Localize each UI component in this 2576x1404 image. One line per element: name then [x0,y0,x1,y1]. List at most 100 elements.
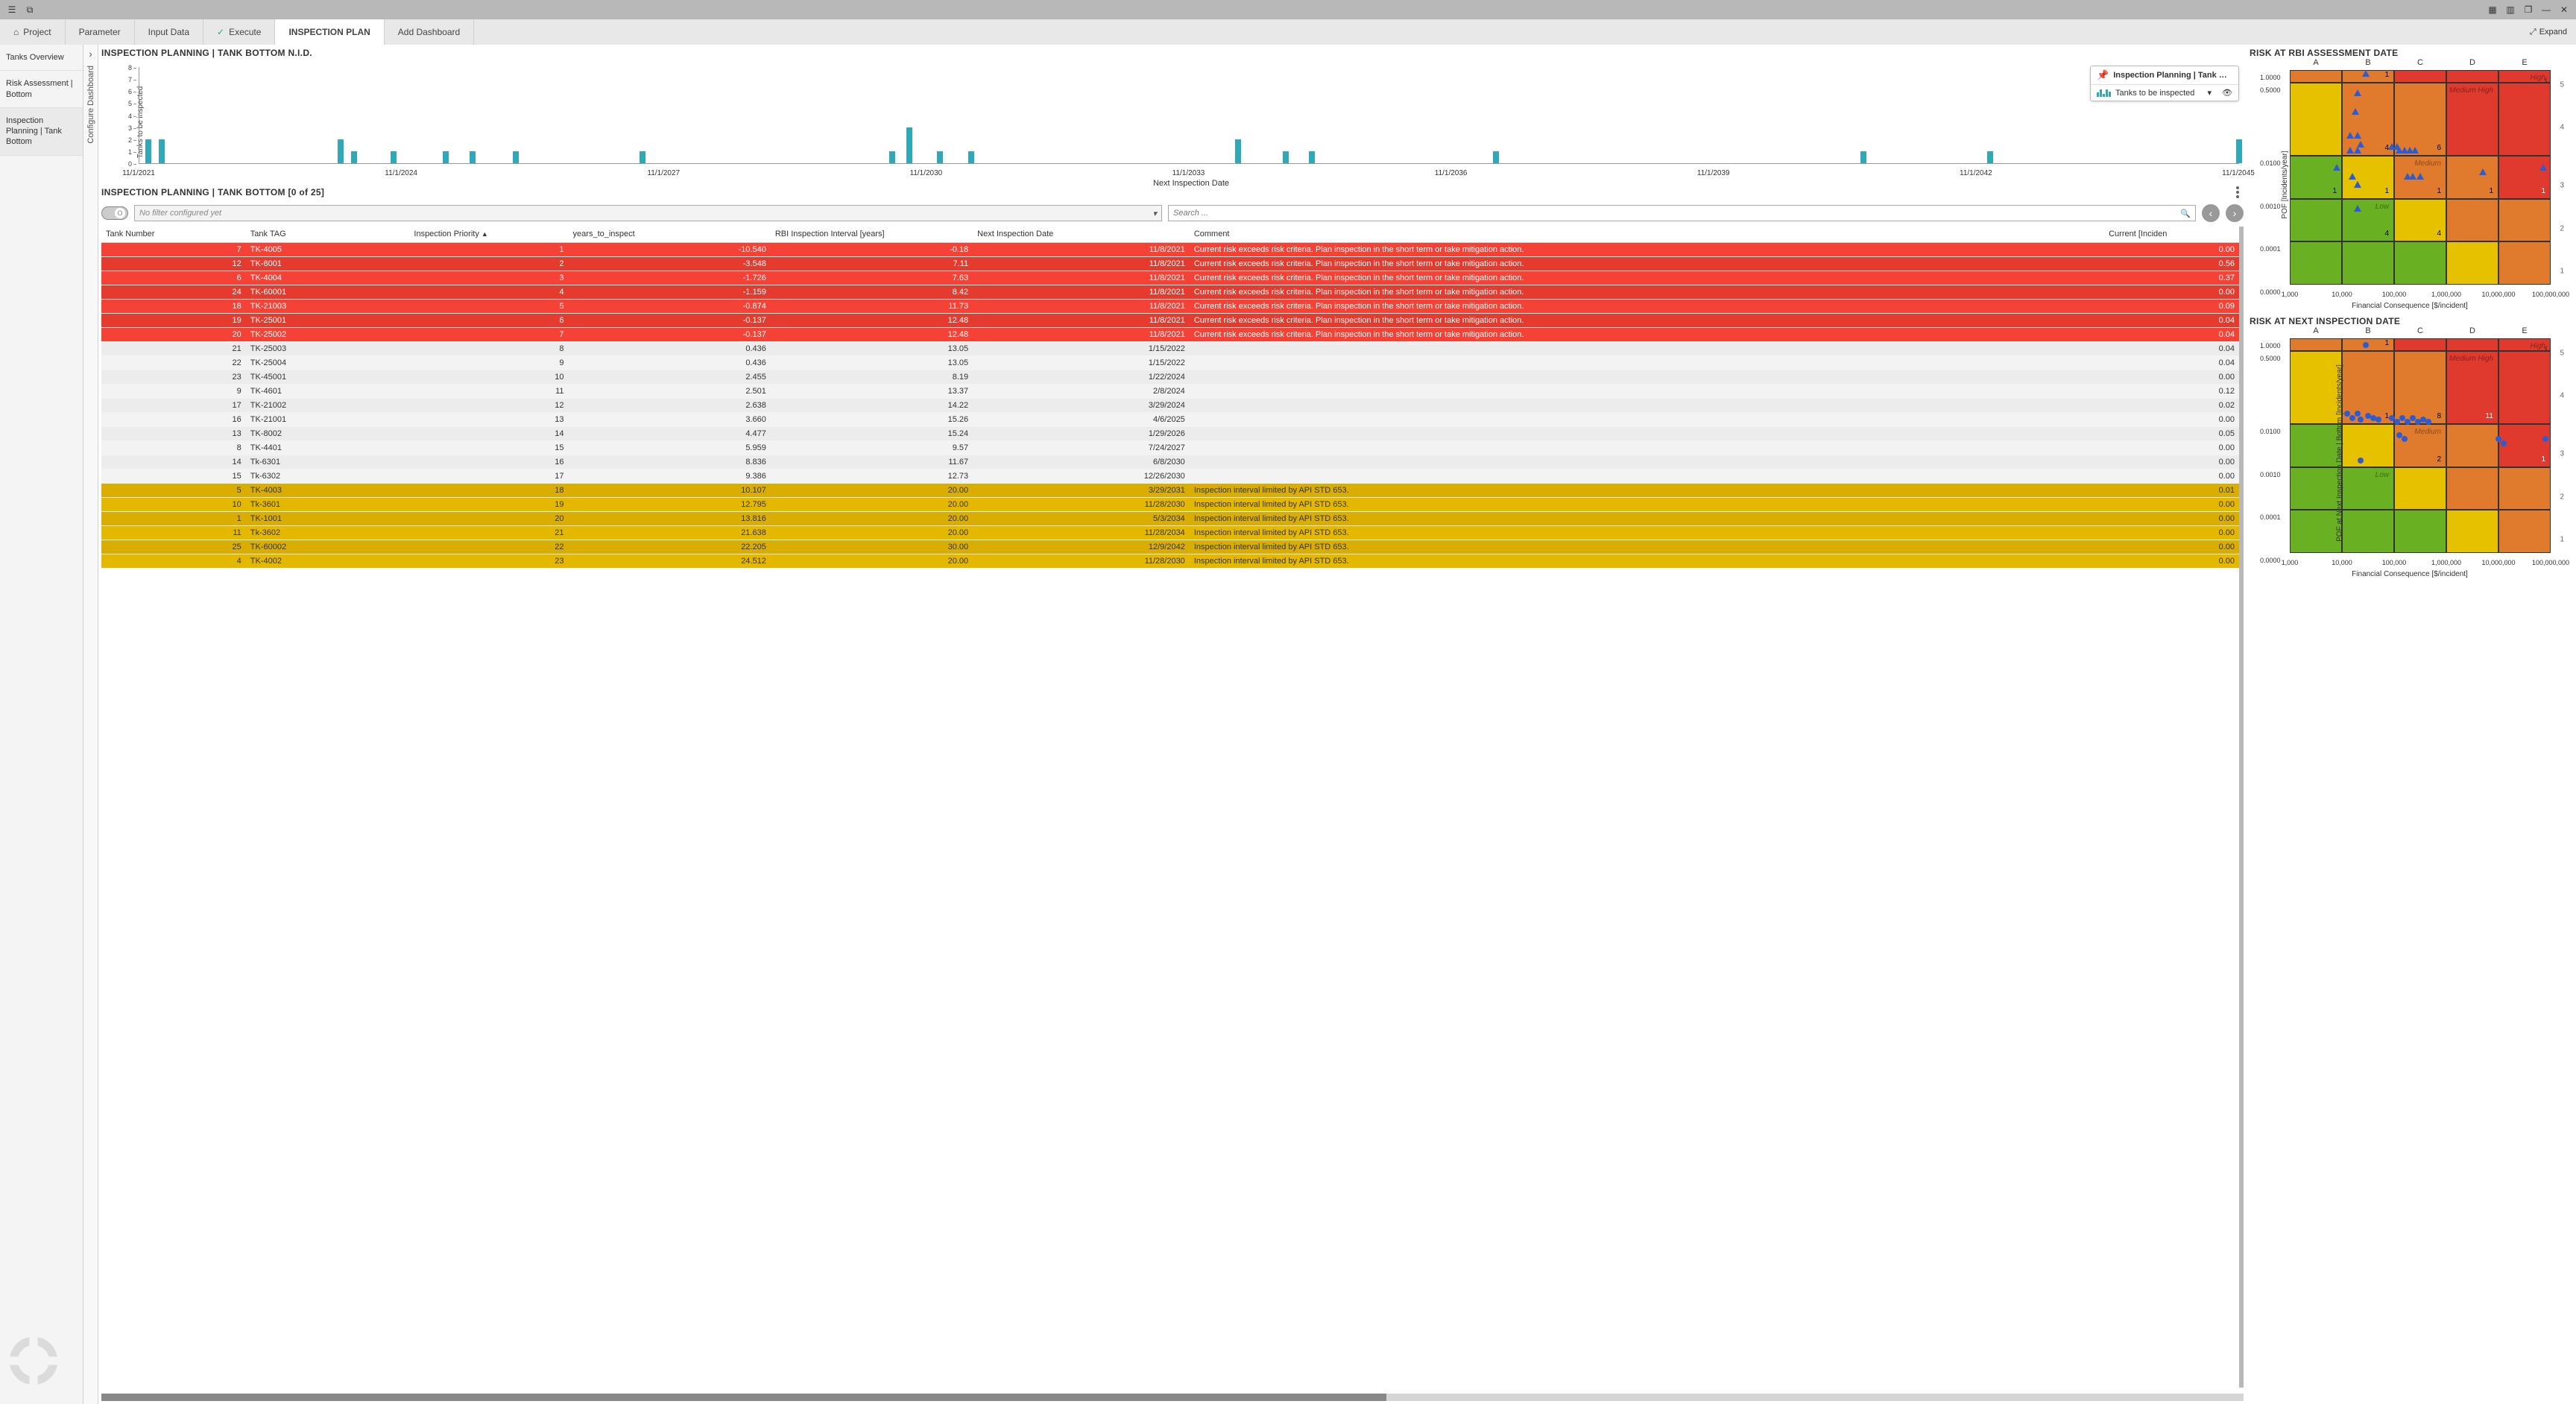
risk-cell[interactable] [2290,83,2342,156]
table-row[interactable]: 24TK-600014-1.1598.4211/8/2021Current ri… [101,285,2239,300]
risk-point[interactable] [2355,411,2361,417]
bar[interactable] [1283,151,1289,163]
risk-point[interactable] [2375,417,2381,423]
table-row[interactable]: 11Tk-36022121.63820.0011/28/2034Inspecti… [101,526,2239,540]
eye-icon[interactable]: 👁 [2222,88,2232,98]
menu-icon[interactable]: ☰ [6,4,18,16]
search-box[interactable]: 🔍 [1168,205,2196,221]
risk-point[interactable] [2354,132,2361,139]
risk-cell[interactable] [2498,83,2551,156]
risk-cell[interactable]: Medium High [2446,83,2498,156]
window-icon[interactable]: ❐ [2522,4,2534,16]
table-row[interactable]: 25TK-600022222.20530.0012/9/2042Inspecti… [101,540,2239,554]
collapse-icon[interactable]: ‹ [2544,73,2548,85]
tab-execute[interactable]: ✓Execute [203,19,275,45]
table-row[interactable]: 5TK-40031810.10720.003/29/2031Inspection… [101,484,2239,498]
risk-point[interactable] [2352,108,2359,115]
risk-point[interactable] [2354,181,2361,188]
table-row[interactable]: 12TK-80012-3.5487.1111/8/2021Current ris… [101,257,2239,271]
table-row[interactable]: 20TK-250027-0.13712.4811/8/2021Current r… [101,328,2239,342]
risk-cell[interactable] [2290,338,2342,351]
risk-cell[interactable] [2290,351,2342,424]
risk-cell[interactable] [2342,424,2394,467]
grid-icon[interactable]: ▦ [2487,4,2498,16]
expand-button[interactable]: ⤢Expand [2521,19,2576,45]
risk-point[interactable] [2402,436,2408,442]
bar[interactable] [640,151,645,163]
bar[interactable] [968,151,974,163]
risk-cell[interactable] [2342,241,2394,285]
table-row[interactable]: 1TK-10012013.81620.005/3/2034Inspection … [101,512,2239,526]
tab-inspection-plan[interactable]: INSPECTION PLAN [275,19,384,45]
risk-point[interactable] [2354,205,2361,212]
risk-cell[interactable]: High [2498,338,2551,351]
table-row[interactable]: 18TK-210035-0.87411.7311/8/2021Current r… [101,300,2239,314]
bar[interactable] [1309,151,1315,163]
risk-cell[interactable] [2446,338,2498,351]
sidebar-item[interactable]: Inspection Planning | Tank Bottom [0,108,83,156]
bar[interactable] [338,139,344,163]
risk-point[interactable] [2416,173,2424,180]
chevron-right-icon[interactable]: › [89,48,92,60]
risk-cell[interactable] [2446,510,2498,553]
risk-cell[interactable]: High [2498,70,2551,83]
risk-cell[interactable] [2290,510,2342,553]
table-row[interactable]: 13TK-8002144.47715.241/29/20260.05 [101,427,2239,441]
pin-icon[interactable]: 📌 [2097,69,2109,81]
table-row[interactable]: 10Tk-36011912.79520.0011/28/2030Inspecti… [101,498,2239,512]
collapse-icon[interactable]: ‹ [2544,341,2548,353]
table-row[interactable]: 14Tk-6301168.83611.676/8/20300.00 [101,455,2239,469]
bar[interactable] [470,151,476,163]
bar[interactable] [937,151,943,163]
table-row[interactable]: 6TK-40043-1.7267.6311/8/2021Current risk… [101,271,2239,285]
close-icon[interactable]: ✕ [2558,4,2570,16]
bar[interactable] [351,151,357,163]
risk-cell[interactable]: Medium High11 [2446,351,2498,424]
risk-cell[interactable] [2498,510,2551,553]
col-nid[interactable]: Next Inspection Date [973,227,1190,243]
bar[interactable] [391,151,397,163]
tab-add-dashboard[interactable]: Add Dashboard [385,19,474,45]
risk-point[interactable] [2411,147,2419,154]
risk-point[interactable] [2349,173,2356,180]
risk-point[interactable] [2501,440,2507,446]
columns-icon[interactable]: ▥ [2504,4,2516,16]
configure-dashboard-handle[interactable]: › Configure Dashboard [83,45,98,1404]
risk-cell[interactable] [2446,70,2498,83]
table-menu-icon[interactable] [2232,186,2244,198]
risk-cell[interactable] [2498,467,2551,510]
table-row[interactable]: 16TK-21001133.66015.264/6/20250.00 [101,413,2239,427]
risk-point[interactable] [2333,164,2340,171]
risk-cell[interactable] [2498,241,2551,285]
col-priority[interactable]: Inspection Priority ▲ [409,227,568,243]
col-tank_tag[interactable]: Tank TAG [246,227,410,243]
risk-point[interactable] [2409,173,2416,180]
risk-cell[interactable] [2446,467,2498,510]
risk-cell[interactable] [2446,241,2498,285]
risk-point[interactable] [2479,168,2487,175]
risk-cell[interactable] [2290,467,2342,510]
table-row[interactable]: 19TK-250016-0.13712.4811/8/2021Current r… [101,314,2239,328]
table-row[interactable]: 8TK-4401155.9599.577/24/20270.00 [101,441,2239,455]
risk-cell[interactable]: 1 [2498,156,2551,199]
barchart-legend[interactable]: 📌 Inspection Planning | Tank Bottom N Ta… [2090,66,2239,101]
table-row[interactable]: 23TK-45001102.4558.191/22/20240.00 [101,370,2239,385]
search-icon[interactable]: 🔍 [2180,209,2191,218]
tab-input-data[interactable]: Input Data [135,19,203,45]
risk-cell[interactable] [2342,510,2394,553]
risk-cell[interactable] [2446,424,2498,467]
bar[interactable] [2236,139,2242,163]
risk-cell[interactable] [2498,199,2551,242]
risk-point[interactable] [2425,419,2431,425]
risk-cell[interactable] [2394,70,2446,83]
risk-point[interactable] [2542,436,2548,442]
risk-cell[interactable]: 4 [2342,83,2394,156]
risk-point[interactable] [2354,147,2361,154]
bar[interactable] [1235,139,1241,163]
bar[interactable] [1860,151,1866,163]
sidebar-item[interactable]: Risk Assessment | Bottom [0,71,83,108]
table-row[interactable]: 9TK-4601112.50113.372/8/20240.12 [101,385,2239,399]
risk-cell[interactable] [2290,241,2342,285]
risk-point[interactable] [2405,419,2411,425]
risk-point[interactable] [2362,70,2370,77]
